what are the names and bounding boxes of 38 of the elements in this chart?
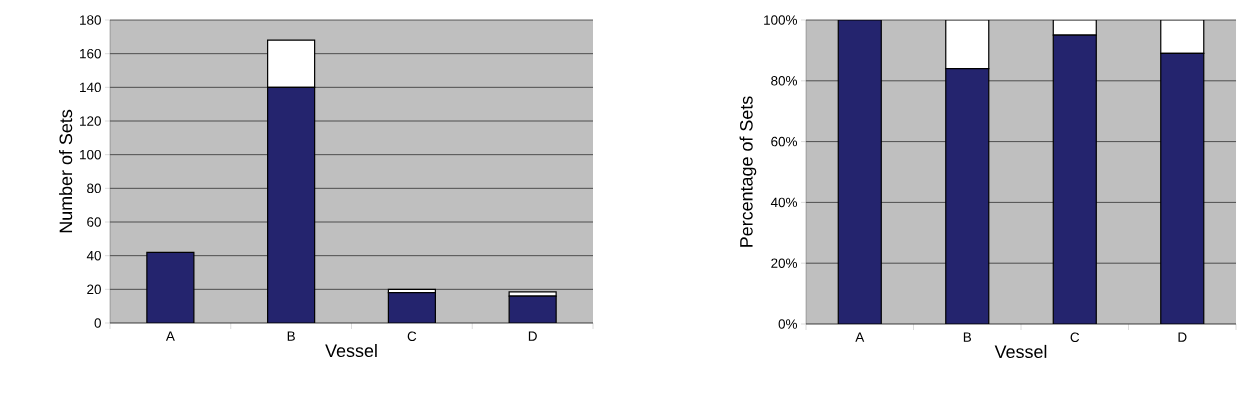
y-tick-label: 20 (87, 284, 101, 295)
y-tick-label: 0% (778, 319, 798, 329)
bar (267, 86, 316, 323)
bar (146, 251, 195, 323)
x-tick-label: A (165, 331, 175, 341)
y-axis-title: Percentage of Sets (739, 96, 757, 247)
x-tick-label: B (287, 331, 295, 341)
y-tick-label: 140 (80, 82, 101, 93)
bar (945, 20, 990, 70)
y-tick-label: 0 (94, 318, 101, 328)
y-tick-label: 20% (771, 258, 798, 268)
x-axis-title: Vessel (994, 344, 1047, 359)
y-tick-label: 100 (80, 149, 101, 160)
y-tick-label: 60% (771, 136, 798, 147)
x-tick-label: D (1178, 332, 1187, 342)
x-axis-title: Vessel (325, 343, 377, 358)
y-tick-label: 80% (771, 76, 798, 86)
y-tick-label: 180 (80, 15, 101, 25)
bar (1160, 20, 1205, 55)
x-tick-label: C (407, 331, 417, 342)
x-tick-label: B (963, 332, 972, 342)
y-tick-label: 100% (764, 15, 798, 25)
y-tick-label: 80 (87, 183, 101, 194)
bar (387, 292, 436, 323)
y-tick-label: 60 (87, 217, 101, 227)
y-tick-label: 120 (80, 116, 101, 126)
bar (1052, 20, 1097, 36)
y-tick-label: 40 (86, 250, 101, 261)
x-tick-label: D (528, 331, 537, 341)
bar (1160, 52, 1205, 324)
y-axis-title: Number of Sets (59, 109, 73, 233)
y-tick-label: 160 (80, 48, 101, 59)
x-tick-label: C (1070, 332, 1080, 343)
y-tick-label: 40% (770, 197, 798, 208)
x-tick-label: A (855, 332, 865, 342)
bar (837, 20, 882, 324)
bar (945, 68, 990, 324)
bar (1052, 34, 1097, 324)
